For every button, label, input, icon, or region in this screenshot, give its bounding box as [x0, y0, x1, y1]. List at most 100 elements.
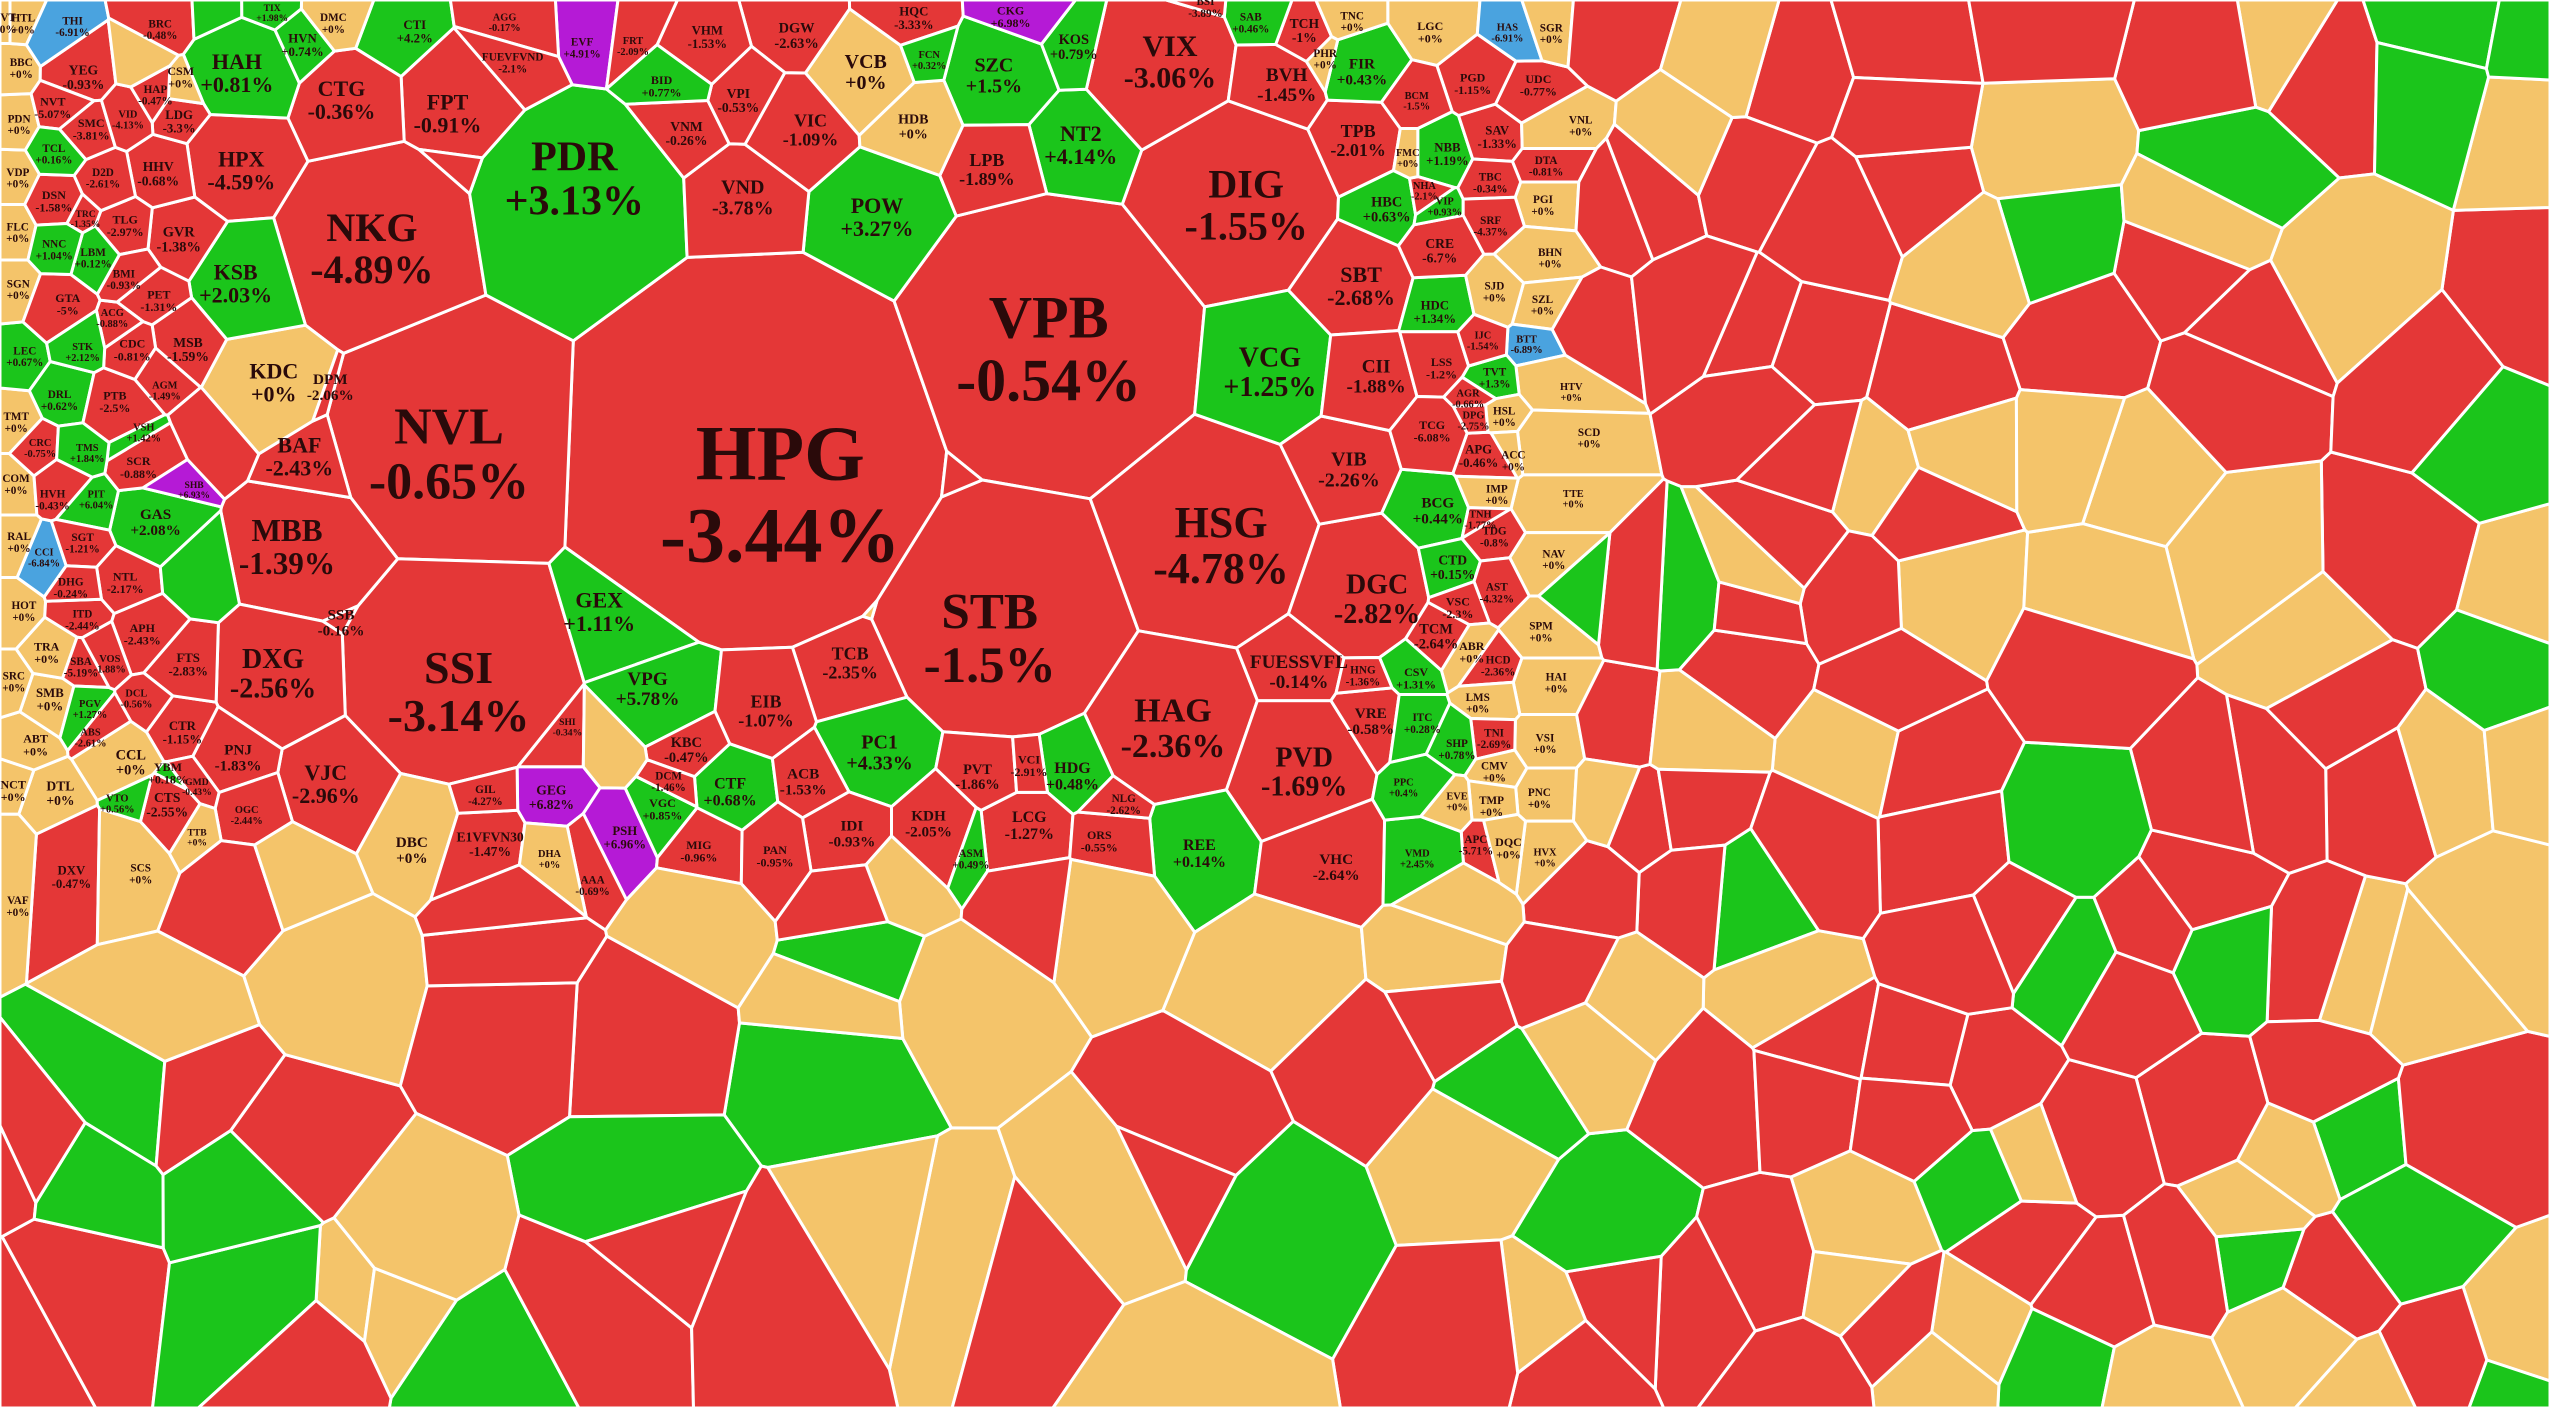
tile-change-trc: -1.35%: [71, 219, 101, 230]
tile-ticker-vmd: VMD: [1405, 848, 1430, 859]
tile-vci[interactable]: [1011, 732, 1049, 794]
tile-tnc[interactable]: [1314, 0, 1390, 42]
tile-ticker-eib: EIB: [750, 692, 781, 712]
tile-ticker-vsh: VSH: [133, 423, 154, 434]
tile-ticker-bmi: BMI: [113, 268, 135, 280]
tile-ticker-nvt: NVT: [40, 95, 65, 109]
tile-ticker-tnc: TNC: [1340, 10, 1364, 22]
tile-ttb[interactable]: [167, 802, 223, 875]
tile-fcn[interactable]: [899, 24, 960, 84]
tile-change-ssb: -0.16%: [318, 622, 365, 639]
tile-change-dpg: -2.75%: [1457, 422, 1489, 433]
tile-tdg[interactable]: [1460, 507, 1527, 563]
tile-change-vgc: +0.85%: [643, 808, 683, 822]
tile-ticker-vci: VCI: [1018, 752, 1040, 766]
tile-ticker-spm: SPM: [1529, 621, 1553, 633]
tile-change-brc: -0.48%: [143, 30, 178, 42]
tile-change-smb: +0%: [37, 699, 64, 713]
tile-change-htv: +0%: [1561, 393, 1583, 404]
tile-bsi[interactable]: [1164, 0, 1228, 19]
tile-ticker-bid: BID: [651, 73, 673, 87]
tile-ssb[interactable]: [321, 604, 360, 636]
tile-ticker-tpb: TPB: [1341, 121, 1376, 141]
tile-tms[interactable]: [55, 421, 111, 479]
tile-dhg[interactable]: [42, 564, 103, 603]
tile-change-apg: -0.46%: [1459, 456, 1498, 470]
tile-change-ptb: -2.5%: [99, 401, 130, 415]
tile-ticker-sgr: SGR: [1540, 22, 1564, 34]
tile-fuevfvnd[interactable]: [452, 25, 574, 112]
tile-ticker-dhg: DHG: [58, 577, 84, 589]
tile-change-vip: +0.93%: [1428, 207, 1463, 218]
tile-change-baf: -2.43%: [265, 456, 333, 481]
tile-bid[interactable]: [604, 43, 714, 106]
tile-nlg[interactable]: [1076, 774, 1156, 820]
tile-change-nvl: -0.65%: [369, 453, 529, 510]
tile-ticker-ssi: SSI: [424, 642, 493, 693]
tile-change-fir: +0.43%: [1337, 72, 1387, 89]
tile-ticker-vos: VOS: [99, 654, 120, 665]
tile-ticker-yeg: YEG: [69, 63, 99, 78]
tile-ticker-ksb: KSB: [214, 259, 258, 284]
tile-ticker-vaf: VAF: [7, 895, 29, 907]
tile-ticker-shb: SHB: [184, 480, 204, 491]
tile-ticker-fuessvfl: FUESSVFL: [1250, 652, 1348, 673]
tile-ticker-dgw: DGW: [779, 21, 816, 37]
tile-filler: [2119, 151, 2284, 272]
tile-ticker-cts: CTS: [154, 790, 180, 805]
tile-change-hvn: +0.74%: [281, 45, 323, 59]
tile-change-hbc: +0.63%: [1363, 210, 1411, 226]
tile-ticker-tmp: TMP: [1479, 795, 1504, 807]
tile-ticker-nct: NCT: [1, 778, 26, 792]
tile-change-hag: -2.36%: [1121, 728, 1226, 765]
tile-ticker-nbb: NBB: [1434, 141, 1461, 155]
tile-ticker-hdb: HDB: [898, 113, 928, 128]
tile-filler: [1985, 606, 2200, 750]
tile-ticker-dxv: DXV: [58, 864, 86, 878]
tile-agr[interactable]: [1442, 375, 1498, 408]
tile-lpb[interactable]: [938, 123, 1049, 218]
tile-tcg[interactable]: [1388, 395, 1469, 476]
tile-ticker-dcm: DCM: [655, 770, 682, 782]
tile-ticker-tix: TIX: [264, 3, 281, 14]
tile-change-pdn: +0%: [8, 125, 31, 137]
tile-bcm[interactable]: [1379, 58, 1454, 130]
tile-change-ssi: -3.14%: [388, 690, 530, 741]
tile-ticker-vix: VIX: [1142, 30, 1197, 63]
tile-abs[interactable]: [66, 691, 133, 761]
tile-change-vhm: -1.53%: [688, 37, 727, 51]
tile-change-sbt: -2.68%: [1327, 285, 1395, 310]
tile-ckg[interactable]: [960, 0, 1077, 46]
tile-change-dxg: -2.56%: [230, 673, 316, 704]
tile-change-bcm: -1.5%: [1403, 102, 1430, 113]
tile-ticker-pgi: PGI: [1533, 194, 1553, 206]
tile-change-hah: +0.81%: [200, 72, 273, 97]
tile-tcl[interactable]: [23, 125, 88, 177]
tile-ticker-shi: SHI: [559, 717, 576, 728]
tile-dqc[interactable]: [1482, 812, 1527, 896]
tile-trc[interactable]: [65, 192, 103, 235]
tile-ticker-bsi: BSI: [1196, 0, 1214, 8]
tile-change-svt: +0%: [0, 24, 17, 36]
tile-ticker-nt2: NT2: [1060, 121, 1102, 146]
tile-change-gmd: -0.43%: [182, 787, 212, 798]
tile-change-vic: -1.09%: [783, 129, 839, 149]
tile-change-acb: -1.53%: [780, 782, 827, 799]
tile-change-d2d: -2.61%: [86, 179, 121, 191]
tile-stk[interactable]: [45, 308, 107, 375]
tile-ticker-hpx: HPX: [218, 147, 265, 172]
tile-filler: [2404, 829, 2550, 1038]
tile-change-hcd: -2.36%: [1481, 666, 1516, 678]
tile-change-nvt: -5.07%: [34, 107, 71, 121]
tile-ijc[interactable]: [1456, 312, 1510, 368]
tile-ticker-bcg: BCG: [1421, 494, 1454, 511]
tile-dpm[interactable]: [311, 348, 346, 423]
tile-change-vnd: -3.78%: [712, 198, 774, 220]
tile-filler: [1537, 531, 1612, 647]
tile-srf[interactable]: [1461, 195, 1526, 256]
tile-ppc[interactable]: [1370, 752, 1457, 822]
tile-ticker-lec: LEC: [13, 345, 36, 357]
tile-filler: [773, 863, 890, 942]
tile-change-psh: +6.96%: [604, 838, 646, 852]
tile-vto[interactable]: [95, 773, 154, 824]
